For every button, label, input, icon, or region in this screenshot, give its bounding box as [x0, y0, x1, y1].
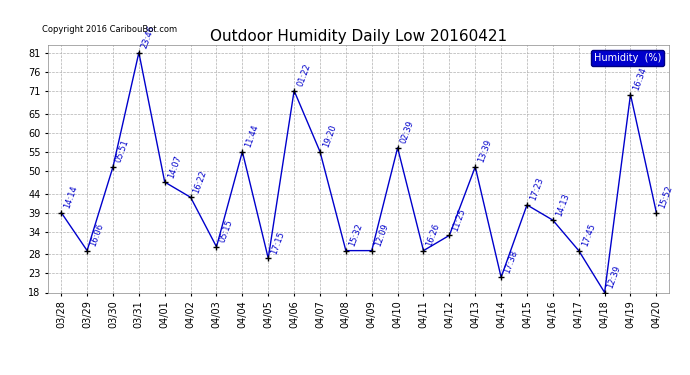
Text: 02:39: 02:39: [399, 120, 415, 145]
Text: 11:44: 11:44: [244, 123, 260, 149]
Text: 01:22: 01:22: [295, 63, 312, 88]
Text: 16:06: 16:06: [88, 222, 105, 248]
Text: 17:45: 17:45: [580, 222, 597, 248]
Text: 13:39: 13:39: [477, 138, 493, 164]
Text: 17:38: 17:38: [502, 249, 519, 274]
Text: 16:22: 16:22: [192, 169, 208, 195]
Text: 17:15: 17:15: [270, 230, 286, 255]
Legend: Humidity  (%): Humidity (%): [591, 50, 664, 66]
Text: 14:13: 14:13: [554, 192, 571, 217]
Text: 16:34: 16:34: [632, 66, 649, 92]
Text: Copyright 2016 CaribouBot.com: Copyright 2016 CaribouBot.com: [42, 25, 177, 34]
Text: 15:32: 15:32: [347, 222, 364, 248]
Text: 12:09: 12:09: [373, 222, 390, 248]
Title: Outdoor Humidity Daily Low 20160421: Outdoor Humidity Daily Low 20160421: [210, 29, 507, 44]
Text: 19:20: 19:20: [322, 123, 338, 149]
Text: 16:26: 16:26: [425, 222, 442, 248]
Text: 14:14: 14:14: [63, 184, 79, 210]
Text: 05:51: 05:51: [115, 139, 131, 164]
Text: 12:39: 12:39: [606, 264, 622, 290]
Text: 14:07: 14:07: [166, 154, 183, 179]
Text: 11:25: 11:25: [451, 207, 467, 232]
Text: 17:23: 17:23: [529, 177, 545, 202]
Text: 05:15: 05:15: [218, 219, 235, 244]
Text: 23:46: 23:46: [140, 24, 157, 50]
Text: 15:52: 15:52: [658, 184, 674, 210]
